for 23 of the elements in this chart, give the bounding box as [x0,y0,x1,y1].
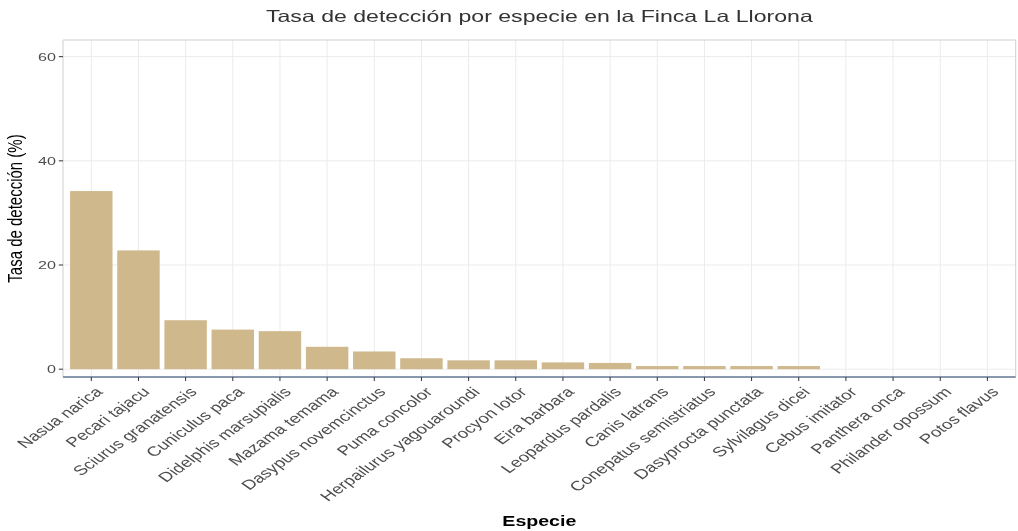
bar [541,362,585,370]
bar [211,329,255,370]
bar [70,191,113,370]
y-tick-label: 40 [38,154,57,168]
bar [353,351,396,370]
y-tick-label: 0 [47,362,57,376]
y-axis-title: Tasa de detección (%) [2,134,27,283]
bar [258,331,302,370]
bar [730,366,773,370]
bar [400,358,443,370]
y-tick-label: 20 [38,258,57,272]
bar [588,362,632,370]
bar [494,360,537,370]
bar [117,250,160,370]
x-axis-title: Especie [502,513,577,530]
bar [305,346,349,370]
bar [636,366,679,370]
bar [164,320,207,370]
bar [447,360,490,370]
bar [683,366,726,370]
y-tick-label: 60 [38,50,57,64]
bar [777,366,820,370]
chart-title: Tasa de detección por especie en la Finca La Llorona [265,7,814,26]
